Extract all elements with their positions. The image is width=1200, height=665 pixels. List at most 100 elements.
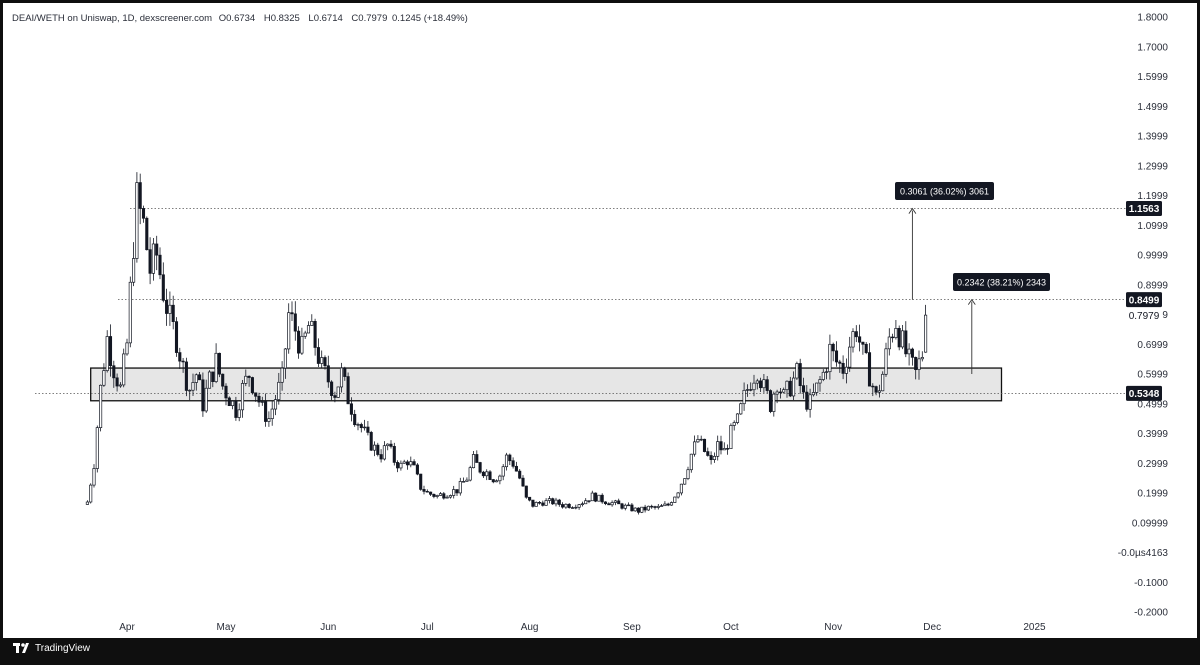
candle-body: [363, 426, 367, 429]
candle-body: [174, 321, 179, 353]
price-axis[interactable]: 1.8000 1.7000 1.5999 1.4999 1.3999 1.2999 1.19…: [1118, 13, 1169, 619]
candle-body: [702, 438, 707, 452]
x-tick-label: Sep: [623, 622, 641, 633]
candle-body: [184, 361, 188, 391]
candle-body: [745, 389, 749, 391]
candle-body: [214, 352, 218, 383]
measure-arrowhead: [908, 207, 917, 214]
candle-body: [267, 418, 271, 422]
candle-body: [643, 506, 647, 511]
x-tick-label: Jul: [421, 622, 434, 633]
candle-body: [920, 357, 924, 360]
candle-body: [805, 391, 809, 410]
candle-body: [900, 330, 905, 348]
candle-body: [155, 243, 159, 256]
x-tick-label: 2025: [1023, 622, 1046, 633]
candle-body: [778, 391, 782, 394]
candle-body: [396, 462, 400, 469]
measure-arrowhead: [967, 298, 976, 305]
candle-body: [122, 353, 126, 386]
candle-body: [511, 460, 515, 467]
candle-body: [719, 441, 723, 451]
candle-body: [102, 370, 106, 386]
candle-body: [815, 382, 819, 393]
candle-body: [310, 321, 314, 326]
candle-body: [811, 392, 815, 396]
candle-body: [488, 471, 492, 480]
candle-body: [273, 399, 278, 410]
time-axis[interactable]: Apr May Jun Jul Aug Sep Oct Nov Dec 2025: [119, 622, 1046, 633]
price-tag-label: 0.5348: [1129, 389, 1160, 400]
candle-body: [914, 356, 918, 371]
candle-body: [125, 342, 129, 355]
candle-body: [795, 363, 799, 379]
candle-body: [590, 492, 594, 502]
candle-body: [887, 336, 891, 350]
y-tick-label: 0.5999: [1137, 370, 1168, 381]
candle-body: [891, 336, 895, 339]
candle-body: [917, 358, 921, 371]
candle-body: [105, 336, 109, 371]
candle-body: [481, 471, 485, 477]
tradingview-logo[interactable]: TradingView: [13, 643, 90, 654]
candle-body: [716, 441, 720, 457]
candle-body: [574, 506, 578, 509]
candle-body: [610, 502, 614, 506]
candle-body: [584, 500, 588, 505]
candle-body: [785, 380, 789, 391]
candle-body: [333, 395, 337, 398]
candle-body: [848, 346, 852, 368]
candle-body: [204, 387, 208, 412]
candle-body: [726, 448, 730, 450]
candle-body: [597, 494, 601, 502]
candle-body: [627, 504, 631, 507]
candle-body: [646, 505, 650, 511]
candle-body: [630, 504, 634, 512]
candle-body: [346, 376, 350, 405]
candle-body: [178, 352, 182, 362]
candle-body: [554, 499, 558, 505]
candle-body: [372, 444, 377, 451]
candles-group: [85, 172, 928, 515]
candle-body: [277, 381, 281, 400]
candle-body: [636, 507, 641, 513]
y-tick-label: 1.1999: [1137, 191, 1168, 202]
candle-body: [752, 382, 756, 391]
candle-body: [201, 379, 205, 412]
candle-body: [653, 506, 657, 508]
candle-body: [108, 336, 113, 367]
y-tick-label: 1.7000: [1137, 42, 1168, 53]
x-tick-label: May: [217, 622, 236, 633]
candle-body: [864, 343, 868, 353]
y-tick-label: 0.09999: [1132, 518, 1169, 529]
candle-body: [392, 446, 396, 463]
candle-body: [818, 379, 822, 384]
candle-body: [300, 335, 304, 354]
candle-body: [828, 343, 832, 373]
candle-body: [851, 331, 855, 348]
candle-body: [471, 454, 476, 469]
candle-body: [881, 373, 885, 392]
candle-body: [765, 379, 769, 391]
candle-body: [442, 493, 446, 499]
candle-body: [432, 493, 436, 497]
candle-body: [343, 367, 347, 377]
candle-body: [755, 380, 759, 384]
candle-body: [772, 393, 776, 412]
candle-body: [207, 371, 212, 389]
candle-body: [448, 495, 452, 498]
y-tick-label: 1.3999: [1137, 132, 1168, 143]
x-tick-label: Oct: [723, 622, 739, 633]
y-tick-label: 1.0999: [1137, 221, 1168, 232]
candle-body: [910, 348, 914, 358]
candle-body: [650, 505, 654, 508]
candle-body: [402, 461, 406, 464]
candle-body: [425, 491, 429, 493]
candle-body: [240, 383, 245, 411]
candle-body: [389, 443, 393, 447]
candle-body: [438, 493, 443, 496]
candle-body: [198, 374, 202, 381]
candle-body: [491, 479, 495, 483]
candle-body: [504, 454, 509, 468]
